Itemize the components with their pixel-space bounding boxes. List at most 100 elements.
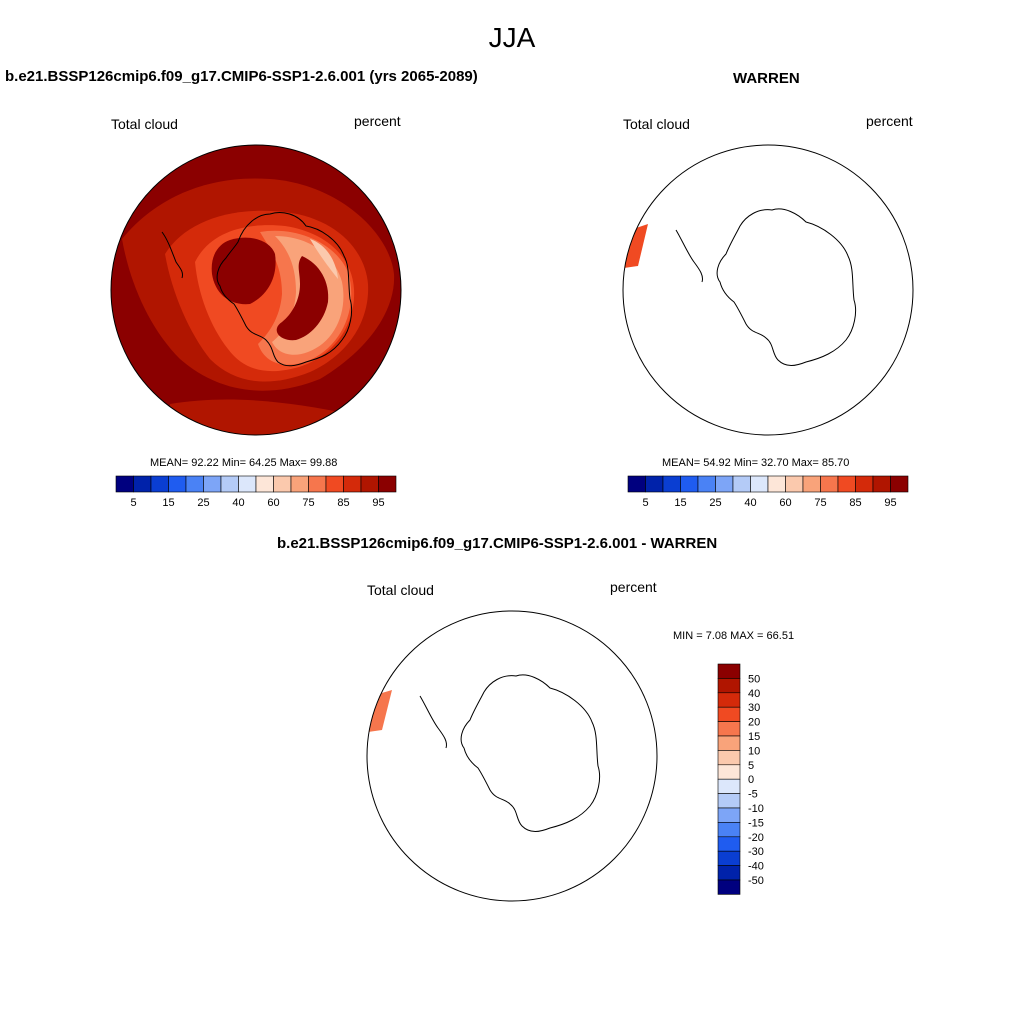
colorbar-swatch	[168, 475, 187, 493]
interior-high-cloud-west	[211, 237, 276, 305]
colorbar-tick-label: -30	[748, 846, 764, 858]
colorbar-swatch	[717, 706, 741, 722]
colorbar-tick-label: 60	[779, 497, 791, 509]
colorbar-swatch	[717, 822, 741, 838]
colorbar-tick-label: 40	[748, 688, 760, 700]
panel2-variable-label: Total cloud	[623, 116, 690, 132]
colorbar-tick-label: 15	[674, 497, 686, 509]
panel3-case-title: b.e21.BSSP126cmip6.f09_g17.CMIP6-SSP1-2.…	[277, 535, 718, 552]
colorbar-swatch	[697, 475, 716, 493]
panel2-polar-map	[622, 144, 914, 436]
colorbar-swatch	[715, 475, 734, 493]
colorbar-tick-label: 95	[372, 497, 384, 509]
colorbar-swatch	[360, 475, 379, 493]
figure-title: JJA	[488, 22, 536, 53]
colorbar-tick-label: -40	[748, 861, 764, 873]
colorbar-tick-label: 10	[748, 745, 760, 757]
colorbar-tick-label: 85	[849, 497, 861, 509]
colorbar-swatch	[717, 850, 741, 866]
antarctica-coastline	[716, 208, 857, 366]
colorbar-swatch	[717, 865, 741, 881]
colorbar-swatch	[717, 836, 741, 852]
colorbar-tick-label: 40	[232, 497, 244, 509]
colorbar-tick-label: 50	[748, 673, 760, 685]
colorbar-swatch	[378, 475, 397, 493]
colorbar-swatch	[133, 475, 152, 493]
panel1-polar-map	[110, 144, 402, 436]
colorbar-swatch	[717, 793, 741, 809]
colorbar-swatch	[290, 475, 309, 493]
panel3-variable-label: Total cloud	[367, 582, 434, 598]
contour-band-65	[310, 239, 338, 279]
panel1-units-label: percent	[354, 113, 401, 129]
panel3-polar-map	[366, 610, 658, 902]
panel1-colorbar: 5 15 25 40 60 75 85 95	[115, 475, 397, 509]
colorbar-tick-label: 5	[748, 760, 754, 772]
colorbar-tick-label: -50	[748, 875, 764, 887]
colorbar-swatch	[343, 475, 362, 493]
colorbar-tick-label: 5	[130, 497, 136, 509]
colorbar-swatch	[717, 721, 741, 737]
colorbar-swatch	[150, 475, 169, 493]
antarctic-peninsula	[675, 229, 703, 283]
colorbar-tick-label: -15	[748, 817, 764, 829]
colorbar-tick-label: 15	[748, 731, 760, 743]
colorbar-swatch	[820, 475, 839, 493]
map-boundary-circle	[110, 144, 402, 436]
panel1-stats: MEAN= 92.22 Min= 64.25 Max= 99.88	[150, 457, 338, 469]
antarctica-coastline	[216, 212, 353, 367]
panel1-case-title: b.e21.BSSP126cmip6.f09_g17.CMIP6-SSP1-2.…	[5, 68, 478, 85]
colorbar-swatch	[220, 475, 239, 493]
interior-high-cloud	[276, 256, 329, 341]
colorbar-swatch	[717, 778, 741, 794]
panel1-variable-label: Total cloud	[111, 116, 178, 132]
colorbar-swatch	[717, 807, 741, 823]
colorbar-swatch	[645, 475, 664, 493]
colorbar-tick-label: 20	[748, 717, 760, 729]
panel2-colorbar: 5 15 25 40 60 75 85 95	[627, 475, 909, 509]
colorbar-tick-label: 60	[267, 497, 279, 509]
colorbar-swatch	[717, 879, 741, 895]
colorbar-swatch	[717, 750, 741, 766]
colorbar-tick-label: 95	[884, 497, 896, 509]
colorbar-swatch	[855, 475, 874, 493]
antarctica-coastline	[460, 674, 601, 832]
panel2-stats: MEAN= 54.92 Min= 32.70 Max= 85.70	[662, 457, 850, 469]
colorbar-swatch	[115, 475, 134, 493]
colorbar-swatch	[837, 475, 856, 493]
map-boundary-circle	[366, 610, 658, 902]
panel3-stats: MIN = 7.08 MAX = 66.51	[673, 630, 795, 642]
colorbar-swatch	[203, 475, 222, 493]
colorbar-swatch	[890, 475, 909, 493]
colorbar-tick-label: 40	[744, 497, 756, 509]
antarctic-peninsula	[419, 695, 447, 749]
colorbar-tick-label: -20	[748, 832, 764, 844]
colorbar-swatch	[802, 475, 821, 493]
colorbar-swatch	[717, 735, 741, 751]
colorbar-swatch	[627, 475, 646, 493]
colorbar-tick-label: 30	[748, 702, 760, 714]
colorbar-tick-label: 85	[337, 497, 349, 509]
colorbar-tick-label: 25	[709, 497, 721, 509]
colorbar-swatch	[238, 475, 257, 493]
colorbar-tick-label: 0	[748, 774, 754, 786]
panel2-case-title: WARREN	[733, 70, 800, 87]
colorbar-tick-label: 75	[302, 497, 314, 509]
colorbar-swatch	[325, 475, 344, 493]
panel3-units-label: percent	[610, 579, 657, 595]
colorbar-swatch	[717, 692, 741, 708]
colorbar-swatch	[717, 678, 741, 694]
colorbar-tick-label: 15	[162, 497, 174, 509]
colorbar-swatch	[662, 475, 681, 493]
colorbar-swatch	[255, 475, 274, 493]
colorbar-swatch	[273, 475, 292, 493]
colorbar-swatch	[732, 475, 751, 493]
colorbar-tick-label: 75	[814, 497, 826, 509]
colorbar-tick-label: -10	[748, 803, 764, 815]
colorbar-swatch	[308, 475, 327, 493]
colorbar-swatch	[717, 663, 741, 679]
colorbar-swatch	[680, 475, 699, 493]
colorbar-tick-label: 25	[197, 497, 209, 509]
colorbar-swatch	[717, 764, 741, 780]
